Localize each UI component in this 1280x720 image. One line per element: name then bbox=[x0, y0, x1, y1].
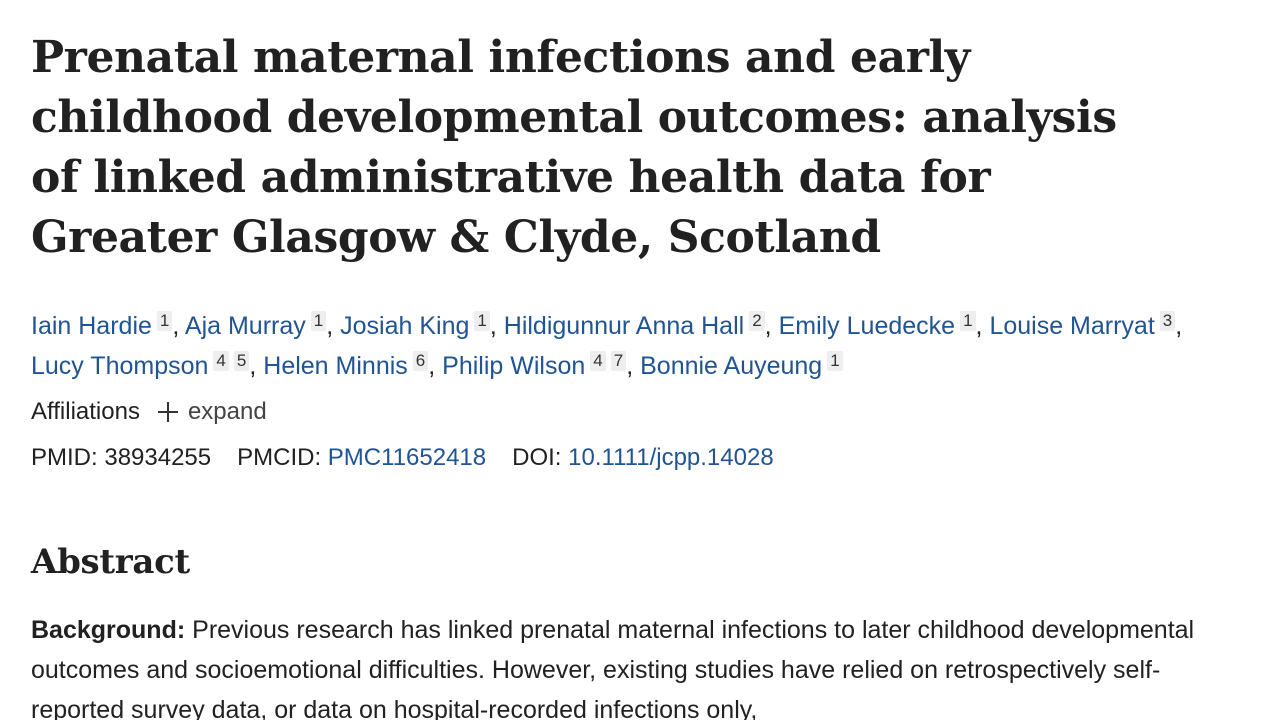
author-separator: , bbox=[764, 312, 779, 340]
author-link[interactable]: Lucy Thompson bbox=[31, 352, 209, 380]
abstract-heading: Abstract bbox=[31, 542, 190, 582]
pmcid-label: PMCID: bbox=[237, 444, 322, 471]
pmid-group: PMID: 38934255 bbox=[31, 442, 211, 474]
affiliation-number-badge[interactable]: 5 bbox=[233, 351, 250, 371]
author-link[interactable]: Philip Wilson bbox=[442, 352, 586, 380]
affiliations-expand-button[interactable]: expand bbox=[157, 396, 267, 428]
affiliation-number-badge[interactable]: 1 bbox=[310, 311, 327, 331]
affiliation-number-badge[interactable]: 1 bbox=[960, 311, 976, 331]
author-list: Iain Hardie 1, Aja Murray 1, Josiah King 1,… bbox=[31, 306, 1231, 386]
author-separator: , bbox=[626, 352, 641, 380]
author-separator: , bbox=[326, 312, 341, 340]
author-link[interactable]: Josiah King bbox=[340, 312, 470, 340]
affiliation-number-badge[interactable]: 2 bbox=[749, 311, 765, 331]
affiliation-number-badge[interactable]: 6 bbox=[412, 351, 429, 371]
author-link[interactable]: Iain Hardie bbox=[31, 312, 152, 340]
plus-icon bbox=[157, 402, 178, 422]
doi-link[interactable]: 10.1111/jcpp.14028 bbox=[568, 444, 774, 471]
pmid-label: PMID: bbox=[31, 444, 98, 471]
abstract-background-paragraph: Background: Previous research has linked… bbox=[31, 610, 1240, 720]
pmid-value: 38934255 bbox=[104, 444, 212, 471]
doi-group: DOI: 10.1111/jcpp.14028 bbox=[512, 442, 774, 474]
affiliation-number-badge[interactable]: 1 bbox=[827, 351, 843, 371]
affiliation-number-badge[interactable]: 4 bbox=[590, 351, 606, 371]
author-link[interactable]: Hildigunnur Anna Hall bbox=[503, 312, 745, 340]
pmcid-link[interactable]: PMC11652418 bbox=[327, 444, 487, 471]
identifiers-row: PMID: 38934255 PMCID: PMC11652418 DOI: 1… bbox=[31, 442, 1240, 474]
affiliation-number-badge[interactable]: 1 bbox=[474, 311, 490, 331]
author-separator: , bbox=[489, 312, 504, 340]
author-link[interactable]: Bonnie Auyeung bbox=[640, 352, 823, 380]
affiliations-label: Affiliations bbox=[31, 398, 140, 425]
author-separator: , bbox=[172, 312, 185, 340]
affiliation-number-badge[interactable]: 1 bbox=[156, 311, 173, 331]
author-link[interactable]: Helen Minnis bbox=[263, 352, 408, 380]
author-link[interactable]: Aja Murray bbox=[184, 312, 306, 340]
author-link[interactable]: Louise Marryat bbox=[989, 312, 1155, 340]
pmcid-group: PMCID: PMC11652418 bbox=[237, 442, 486, 474]
affiliation-number-badge[interactable]: 3 bbox=[1159, 311, 1176, 331]
author-separator: , bbox=[428, 352, 443, 380]
affiliation-number-badge[interactable]: 7 bbox=[610, 351, 627, 371]
background-text: Previous research has linked prenatal ma… bbox=[31, 616, 1195, 720]
affiliation-number-badge[interactable]: 4 bbox=[213, 351, 229, 371]
background-label: Background: bbox=[31, 616, 186, 644]
author-separator: , bbox=[975, 312, 990, 340]
author-link[interactable]: Emily Luedecke bbox=[778, 312, 956, 340]
author-separator: , bbox=[1175, 312, 1183, 340]
expand-label: expand bbox=[187, 398, 267, 425]
doi-label: DOI: bbox=[512, 444, 562, 471]
author-separator: , bbox=[249, 352, 264, 380]
article-title: Prenatal maternal infections and early c… bbox=[31, 32, 1117, 263]
affiliations-row: Affiliations expand bbox=[31, 396, 1240, 428]
